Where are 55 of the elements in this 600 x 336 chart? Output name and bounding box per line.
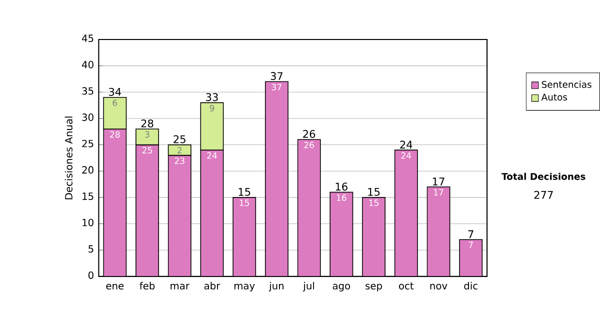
y-tick-label: 40 <box>82 61 94 69</box>
total-label: 15 <box>368 188 380 196</box>
data-label: 23 <box>174 158 184 164</box>
data-label: 2 <box>178 147 182 154</box>
legend-label: Sentencias <box>542 80 592 88</box>
total-label: 33 <box>206 93 218 102</box>
total-label: 26 <box>303 130 316 138</box>
data-label: 24 <box>207 152 217 159</box>
y-tick-label: 35 <box>82 87 94 95</box>
x-tick-label: oct <box>399 282 414 290</box>
data-label: 7 <box>468 242 473 248</box>
y-tick-label: 45 <box>82 34 94 42</box>
x-tick-label: dic <box>464 282 478 290</box>
x-tick-label: nov <box>430 284 448 290</box>
data-label: 25 <box>142 147 152 154</box>
x-tick-label: jun <box>268 282 284 292</box>
y-tick-label: 30 <box>82 114 94 122</box>
y-tick-label: 15 <box>82 192 94 200</box>
data-label: 28 <box>110 131 120 138</box>
total-label: 24 <box>400 140 412 149</box>
total-label: 16 <box>336 182 348 191</box>
y-tick-label: 0 <box>88 272 94 280</box>
data-label: 26 <box>304 142 314 148</box>
data-label: 17 <box>434 189 444 196</box>
total-label: 15 <box>238 188 250 196</box>
y-tick-label: 25 <box>82 140 94 148</box>
total-label: 25 <box>174 135 186 144</box>
x-tick-label: feb <box>140 282 155 290</box>
total-label: 28 <box>141 120 154 128</box>
x-tick-label: sep <box>366 284 382 292</box>
data-label: 9 <box>210 105 214 112</box>
legend-label: Autos <box>541 94 568 101</box>
total-label: 34 <box>109 88 122 96</box>
x-tick-label: abr <box>204 282 220 290</box>
data-label: 24 <box>401 152 412 159</box>
y-axis-title: Decisiones Anual <box>64 116 72 200</box>
data-label: 6 <box>112 100 118 106</box>
y-tick-label: 5 <box>88 245 94 253</box>
total-label: 17 <box>432 178 444 186</box>
total-label: 7 <box>468 230 474 238</box>
text: Total Decisiones <box>502 172 586 180</box>
data-label: 37 <box>272 84 282 90</box>
x-tick-label: ago <box>332 284 350 292</box>
x-tick-label: mar <box>170 284 190 290</box>
data-label: 15 <box>240 200 250 206</box>
x-tick-label: ene <box>106 284 124 290</box>
y-tick-label: 10 <box>82 218 94 226</box>
data-label: 16 <box>336 194 346 202</box>
data-label: 15 <box>369 200 378 206</box>
data-label: 3 <box>145 131 150 138</box>
x-tick-label: jul <box>303 282 314 292</box>
y-tick-label: 20 <box>82 166 94 174</box>
text: 277 <box>534 191 553 199</box>
x-tick-label: may <box>234 284 255 292</box>
total-label: 37 <box>270 72 282 80</box>
